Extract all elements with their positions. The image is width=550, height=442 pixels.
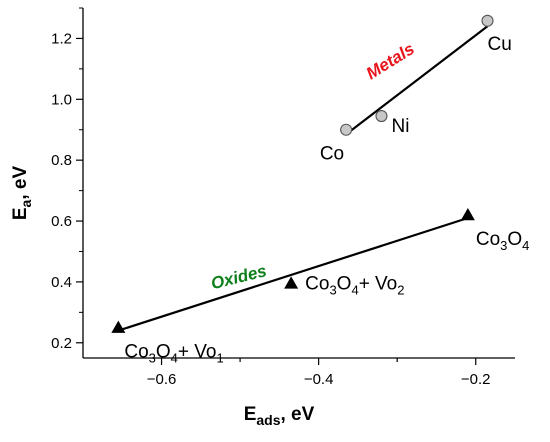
point-label: Cu (488, 34, 512, 55)
data-point (340, 123, 353, 136)
axis-titles: Eads, eV Ea, eV (10, 166, 315, 428)
series-oxides: Co3O4+ Vo1 Co3O4+ Vo2 Co3O4 Oxides (111, 207, 530, 366)
series-metals: Co Ni Cu Metals (320, 14, 512, 165)
y-tick-label: 0.4 (51, 274, 72, 291)
data-point (284, 276, 299, 289)
point-label: Co3O4 (476, 229, 530, 253)
x-tick-label: −0.6 (147, 371, 177, 388)
point-label: Co3O4+ Vo1 (124, 342, 223, 366)
data-point (481, 14, 494, 27)
data-point (375, 109, 388, 123)
y-tick-label: 0.2 (51, 335, 72, 352)
axes (82, 8, 515, 359)
x-tick-label: −0.4 (304, 371, 334, 388)
data-point (460, 207, 475, 221)
x-axis-title: Eads, eV (244, 404, 315, 428)
y-tick-label: 0.8 (51, 152, 72, 169)
x-tick-label: −0.2 (461, 371, 491, 388)
y-tick-label: 1.0 (51, 91, 72, 108)
point-label: Co3O4+ Vo2 (305, 273, 404, 297)
series-name-label: Oxides (209, 261, 269, 293)
data-point (111, 320, 126, 333)
series-name-label: Metals (363, 39, 418, 83)
fit-line (345, 25, 489, 136)
point-label: Ni (391, 116, 409, 137)
ticks: −0.6 −0.4 −0.2 0.2 0.4 0.6 0.8 1.0 1.2 (51, 7, 491, 388)
plot-marks: Co Ni Cu Metals Co3O4+ Vo1 Co3O4+ Vo2 Co3O4 Oxi… (111, 14, 530, 366)
y-axis-title: Ea, eV (10, 166, 34, 221)
y-tick-label: 1.2 (51, 30, 72, 47)
fit-line (118, 216, 469, 332)
point-label: Co (320, 144, 344, 165)
y-tick-label: 0.6 (51, 213, 72, 230)
